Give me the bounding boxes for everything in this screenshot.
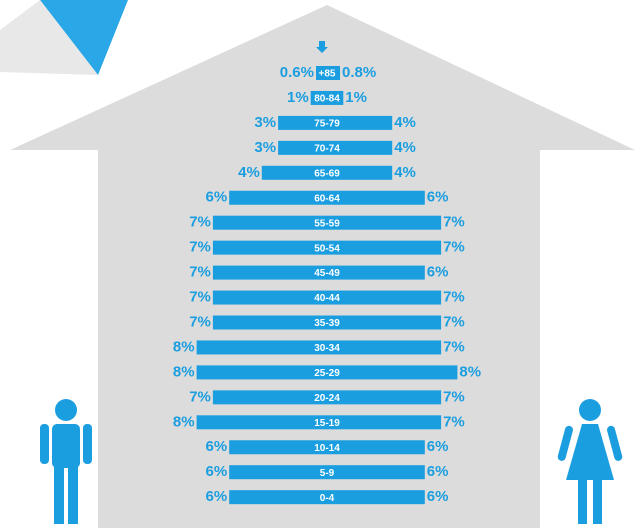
- age-label: 55-59: [314, 218, 340, 229]
- bar-right: [327, 291, 441, 305]
- age-label: 65-69: [314, 168, 340, 179]
- value-label-right: 0.8%: [342, 64, 376, 81]
- value-label-right: 4%: [394, 139, 416, 156]
- bar-left: [197, 340, 327, 354]
- bar-right: [327, 390, 441, 404]
- bar-right: [327, 340, 441, 354]
- value-label-left: 7%: [189, 239, 211, 256]
- value-label-left: 4%: [238, 164, 260, 181]
- bar-left: [213, 266, 327, 280]
- value-label-left: 6%: [206, 463, 228, 480]
- value-label-right: 7%: [443, 313, 465, 330]
- age-label: 15-19: [314, 418, 340, 429]
- bar-left: [229, 490, 327, 504]
- value-label-right: 7%: [443, 338, 465, 355]
- age-label: 40-44: [314, 293, 340, 304]
- age-label: 35-39: [314, 318, 340, 329]
- value-label-left: 8%: [173, 413, 195, 430]
- value-label-left: 8%: [173, 338, 195, 355]
- bar-right: [327, 266, 425, 280]
- bar-right: [327, 191, 425, 205]
- bar-right: [327, 465, 425, 479]
- value-label-right: 6%: [427, 463, 449, 480]
- bar-left: [229, 465, 327, 479]
- chart: +85 0.6% 0.8% 80-84 1% 1% 75-79 3% 4% 70-74 3% 4% 65…: [0, 0, 639, 528]
- bar-left: [229, 191, 327, 205]
- bar-left: [213, 316, 327, 330]
- value-label-left: 7%: [189, 264, 211, 281]
- bar-left: [213, 291, 327, 305]
- age-label: 5-9: [320, 468, 335, 479]
- age-label: 10-14: [314, 443, 340, 454]
- value-label-left: 6%: [206, 488, 228, 505]
- bar-right: [327, 241, 441, 255]
- value-label-right: 8%: [459, 363, 481, 380]
- female-icon: [557, 399, 623, 524]
- value-label-right: 6%: [427, 264, 449, 281]
- value-label-right: 4%: [394, 114, 416, 131]
- bar-right: [327, 216, 441, 230]
- bar-left: [197, 365, 327, 379]
- value-label-left: 0.6%: [280, 64, 314, 81]
- value-label-right: 7%: [443, 289, 465, 306]
- bar-right: [327, 415, 441, 429]
- age-label: 80-84: [314, 94, 340, 105]
- bar-right: [327, 316, 441, 330]
- value-label-right: 6%: [427, 189, 449, 206]
- value-label-right: 7%: [443, 239, 465, 256]
- value-label-right: 7%: [443, 388, 465, 405]
- age-label: 75-79: [314, 119, 340, 130]
- value-label-right: 7%: [443, 413, 465, 430]
- value-label-left: 3%: [254, 114, 276, 131]
- age-label: 25-29: [314, 368, 340, 379]
- value-label-left: 6%: [206, 438, 228, 455]
- bar-left: [197, 415, 327, 429]
- bar-right: [327, 490, 425, 504]
- value-label-left: 7%: [189, 388, 211, 405]
- value-label-left: 7%: [189, 313, 211, 330]
- bar-left: [213, 390, 327, 404]
- value-label-right: 1%: [345, 89, 367, 106]
- age-label: 30-34: [314, 343, 340, 354]
- value-label-left: 7%: [189, 289, 211, 306]
- age-label: 50-54: [314, 243, 340, 254]
- bar-right: [327, 440, 425, 454]
- bar-right: [327, 365, 457, 379]
- age-label: 60-64: [314, 193, 340, 204]
- male-icon: [40, 399, 92, 524]
- value-label-left: 6%: [206, 189, 228, 206]
- bar-left: [229, 440, 327, 454]
- value-label-left: 7%: [189, 214, 211, 231]
- value-label-right: 7%: [443, 214, 465, 231]
- age-label: +85: [319, 69, 336, 80]
- age-label: 70-74: [314, 143, 340, 154]
- page: {"chart_data": {"type": "pyramid", "cate…: [0, 0, 639, 528]
- age-label: 0-4: [320, 493, 335, 504]
- value-label-left: 1%: [287, 89, 309, 106]
- value-label-right: 6%: [427, 438, 449, 455]
- value-label-right: 4%: [394, 164, 416, 181]
- value-label-left: 3%: [254, 139, 276, 156]
- value-label-right: 6%: [427, 488, 449, 505]
- age-label: 45-49: [314, 268, 340, 279]
- age-label: 20-24: [314, 393, 340, 404]
- bar-left: [213, 216, 327, 230]
- bar-left: [213, 241, 327, 255]
- value-label-left: 8%: [173, 363, 195, 380]
